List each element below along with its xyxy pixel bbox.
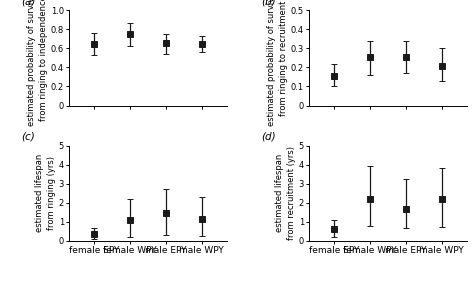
- Y-axis label: estimated lifespan
from ringing (yrs): estimated lifespan from ringing (yrs): [35, 154, 56, 232]
- Text: (a): (a): [21, 0, 36, 6]
- Y-axis label: estimated lifespan
from recruitment (yrs): estimated lifespan from recruitment (yrs…: [275, 146, 296, 240]
- Text: (c): (c): [21, 132, 35, 142]
- Text: (d): (d): [262, 132, 276, 142]
- Text: (b): (b): [262, 0, 276, 6]
- Y-axis label: estimated probability of survival
from ringing to independence: estimated probability of survival from r…: [27, 0, 48, 126]
- Y-axis label: estimated probability of survival
from ringing to recruitment: estimated probability of survival from r…: [267, 0, 288, 126]
